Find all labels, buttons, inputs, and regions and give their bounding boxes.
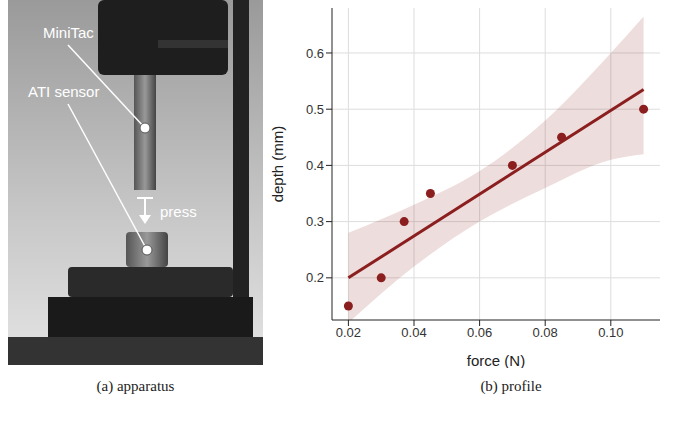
svg-text:0.10: 0.10 [598,325,623,340]
svg-text:MiniTac: MiniTac [43,24,94,41]
svg-text:0.3: 0.3 [306,214,324,229]
svg-text:0.06: 0.06 [467,325,492,340]
svg-text:0.2: 0.2 [306,270,324,285]
svg-text:force (N): force (N) [467,352,525,368]
svg-text:0.02: 0.02 [336,325,361,340]
svg-text:0.6: 0.6 [306,46,324,61]
html-text:(a) apparatus: (a) apparatus [96,378,175,394]
svg-text:press: press [160,203,197,220]
svg-text:ATI sensor: ATI sensor [28,83,99,100]
svg-text:0.04: 0.04 [401,325,426,340]
svg-text:0.4: 0.4 [306,158,324,173]
svg-text:0.08: 0.08 [533,325,558,340]
svg-text:0.5: 0.5 [306,102,324,117]
html-text:(b) profile: (b) profile [480,378,542,394]
svg-text:depth (mm): depth (mm) [270,126,286,203]
